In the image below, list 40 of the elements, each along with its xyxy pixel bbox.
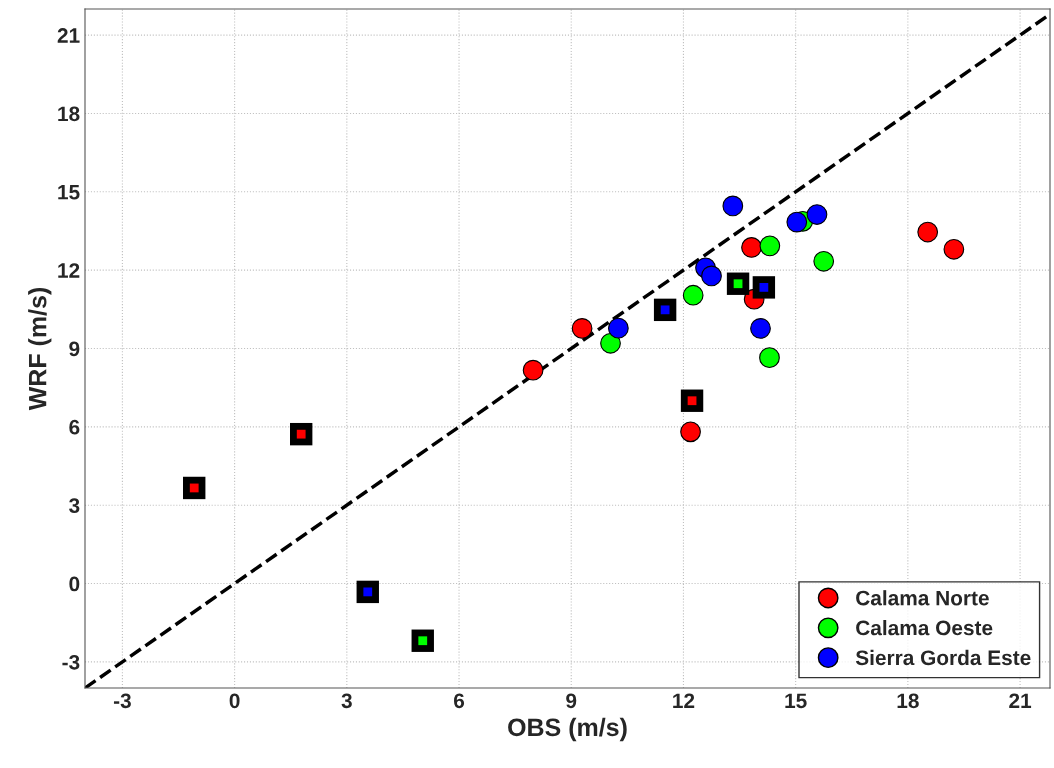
point [750, 318, 771, 339]
point [759, 235, 781, 257]
y-tick-label: 12 [58, 263, 80, 278]
y-tick-label: 21 [57, 28, 80, 43]
point [522, 359, 544, 381]
x-axis-title: OBS (m/s) [508, 717, 627, 742]
point [806, 204, 828, 225]
point [741, 237, 762, 258]
point [680, 421, 701, 443]
point [722, 195, 744, 217]
x-tick-label: 12 [673, 693, 695, 708]
point [917, 221, 939, 243]
x-tick-label: 15 [785, 693, 807, 709]
y-tick-label: 18 [58, 106, 80, 122]
x-tick-label: 3 [341, 693, 352, 709]
y-tick-label: 0 [69, 576, 80, 592]
x-tick-label: 21 [1009, 693, 1032, 708]
point [786, 211, 808, 233]
x-tick-label: 9 [566, 693, 577, 709]
y-tick-label: 9 [69, 341, 80, 357]
x-tick-label: 6 [454, 693, 465, 709]
y-tick-label: -3 [62, 654, 80, 670]
point [682, 284, 704, 306]
y-tick-label: 15 [58, 185, 80, 200]
x-tick-label: -3 [113, 693, 131, 709]
point [600, 332, 621, 354]
legend-label: Calama Norte [856, 590, 989, 606]
x-tick-label: 18 [897, 693, 919, 709]
y-tick-label: 6 [69, 419, 80, 435]
y-axis-title: WRF (m/s) [28, 287, 52, 411]
y-tick-label: 3 [69, 498, 80, 513]
legend-label: Sierra Gorda Este [855, 649, 1031, 666]
point [943, 238, 965, 260]
point [813, 250, 835, 272]
point [571, 318, 593, 339]
point [759, 347, 780, 369]
point [607, 317, 629, 339]
point [701, 265, 722, 287]
legend-label: Calama Oeste [856, 619, 993, 636]
x-tick-label: 0 [229, 693, 240, 709]
